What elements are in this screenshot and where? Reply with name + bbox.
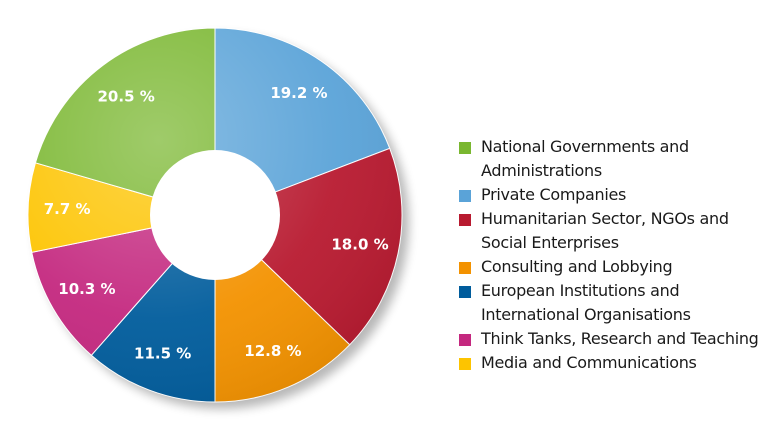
legend-swatch <box>459 190 471 202</box>
slice-label: 11.5 % <box>134 344 191 362</box>
slice-label: 10.3 % <box>58 280 115 298</box>
legend-swatch <box>459 214 471 226</box>
legend-label: European Institutions and International … <box>481 281 691 324</box>
legend-label: Private Companies <box>481 185 627 204</box>
slice-label: 20.5 % <box>98 88 155 106</box>
legend-label: Media and Communications <box>481 353 697 372</box>
donut-chart: 19.2 % 18.0 % 12.8 % 11.5 % 10.3 % 7.7 % 20.5 … <box>27 27 409 409</box>
chart-legend: National Governments and Administrations… <box>459 135 759 375</box>
legend-swatch <box>459 358 471 370</box>
legend-item: National Governments and Administrations <box>459 135 759 183</box>
legend-label: National Governments and Administrations <box>481 137 689 180</box>
donut-hole <box>150 150 280 280</box>
slice-label: 19.2 % <box>270 84 327 102</box>
slice-label: 12.8 % <box>244 342 301 360</box>
legend-item: European Institutions and International … <box>459 279 759 327</box>
legend-swatch <box>459 334 471 346</box>
legend-item: Private Companies <box>459 183 759 207</box>
legend-label: Humanitarian Sector, NGOs and Social Ent… <box>481 209 729 252</box>
legend-swatch <box>459 262 471 274</box>
legend-item: Media and Communications <box>459 351 759 375</box>
slice-label: 7.7 % <box>44 200 91 218</box>
legend-swatch <box>459 142 471 154</box>
legend-swatch <box>459 286 471 298</box>
legend-item: Consulting and Lobbying <box>459 255 759 279</box>
slice-label: 18.0 % <box>331 236 388 254</box>
legend-item: Humanitarian Sector, NGOs and Social Ent… <box>459 207 759 255</box>
legend-label: Consulting and Lobbying <box>481 257 673 276</box>
legend-label: Think Tanks, Research and Teaching <box>481 329 759 348</box>
legend-item: Think Tanks, Research and Teaching <box>459 327 759 351</box>
